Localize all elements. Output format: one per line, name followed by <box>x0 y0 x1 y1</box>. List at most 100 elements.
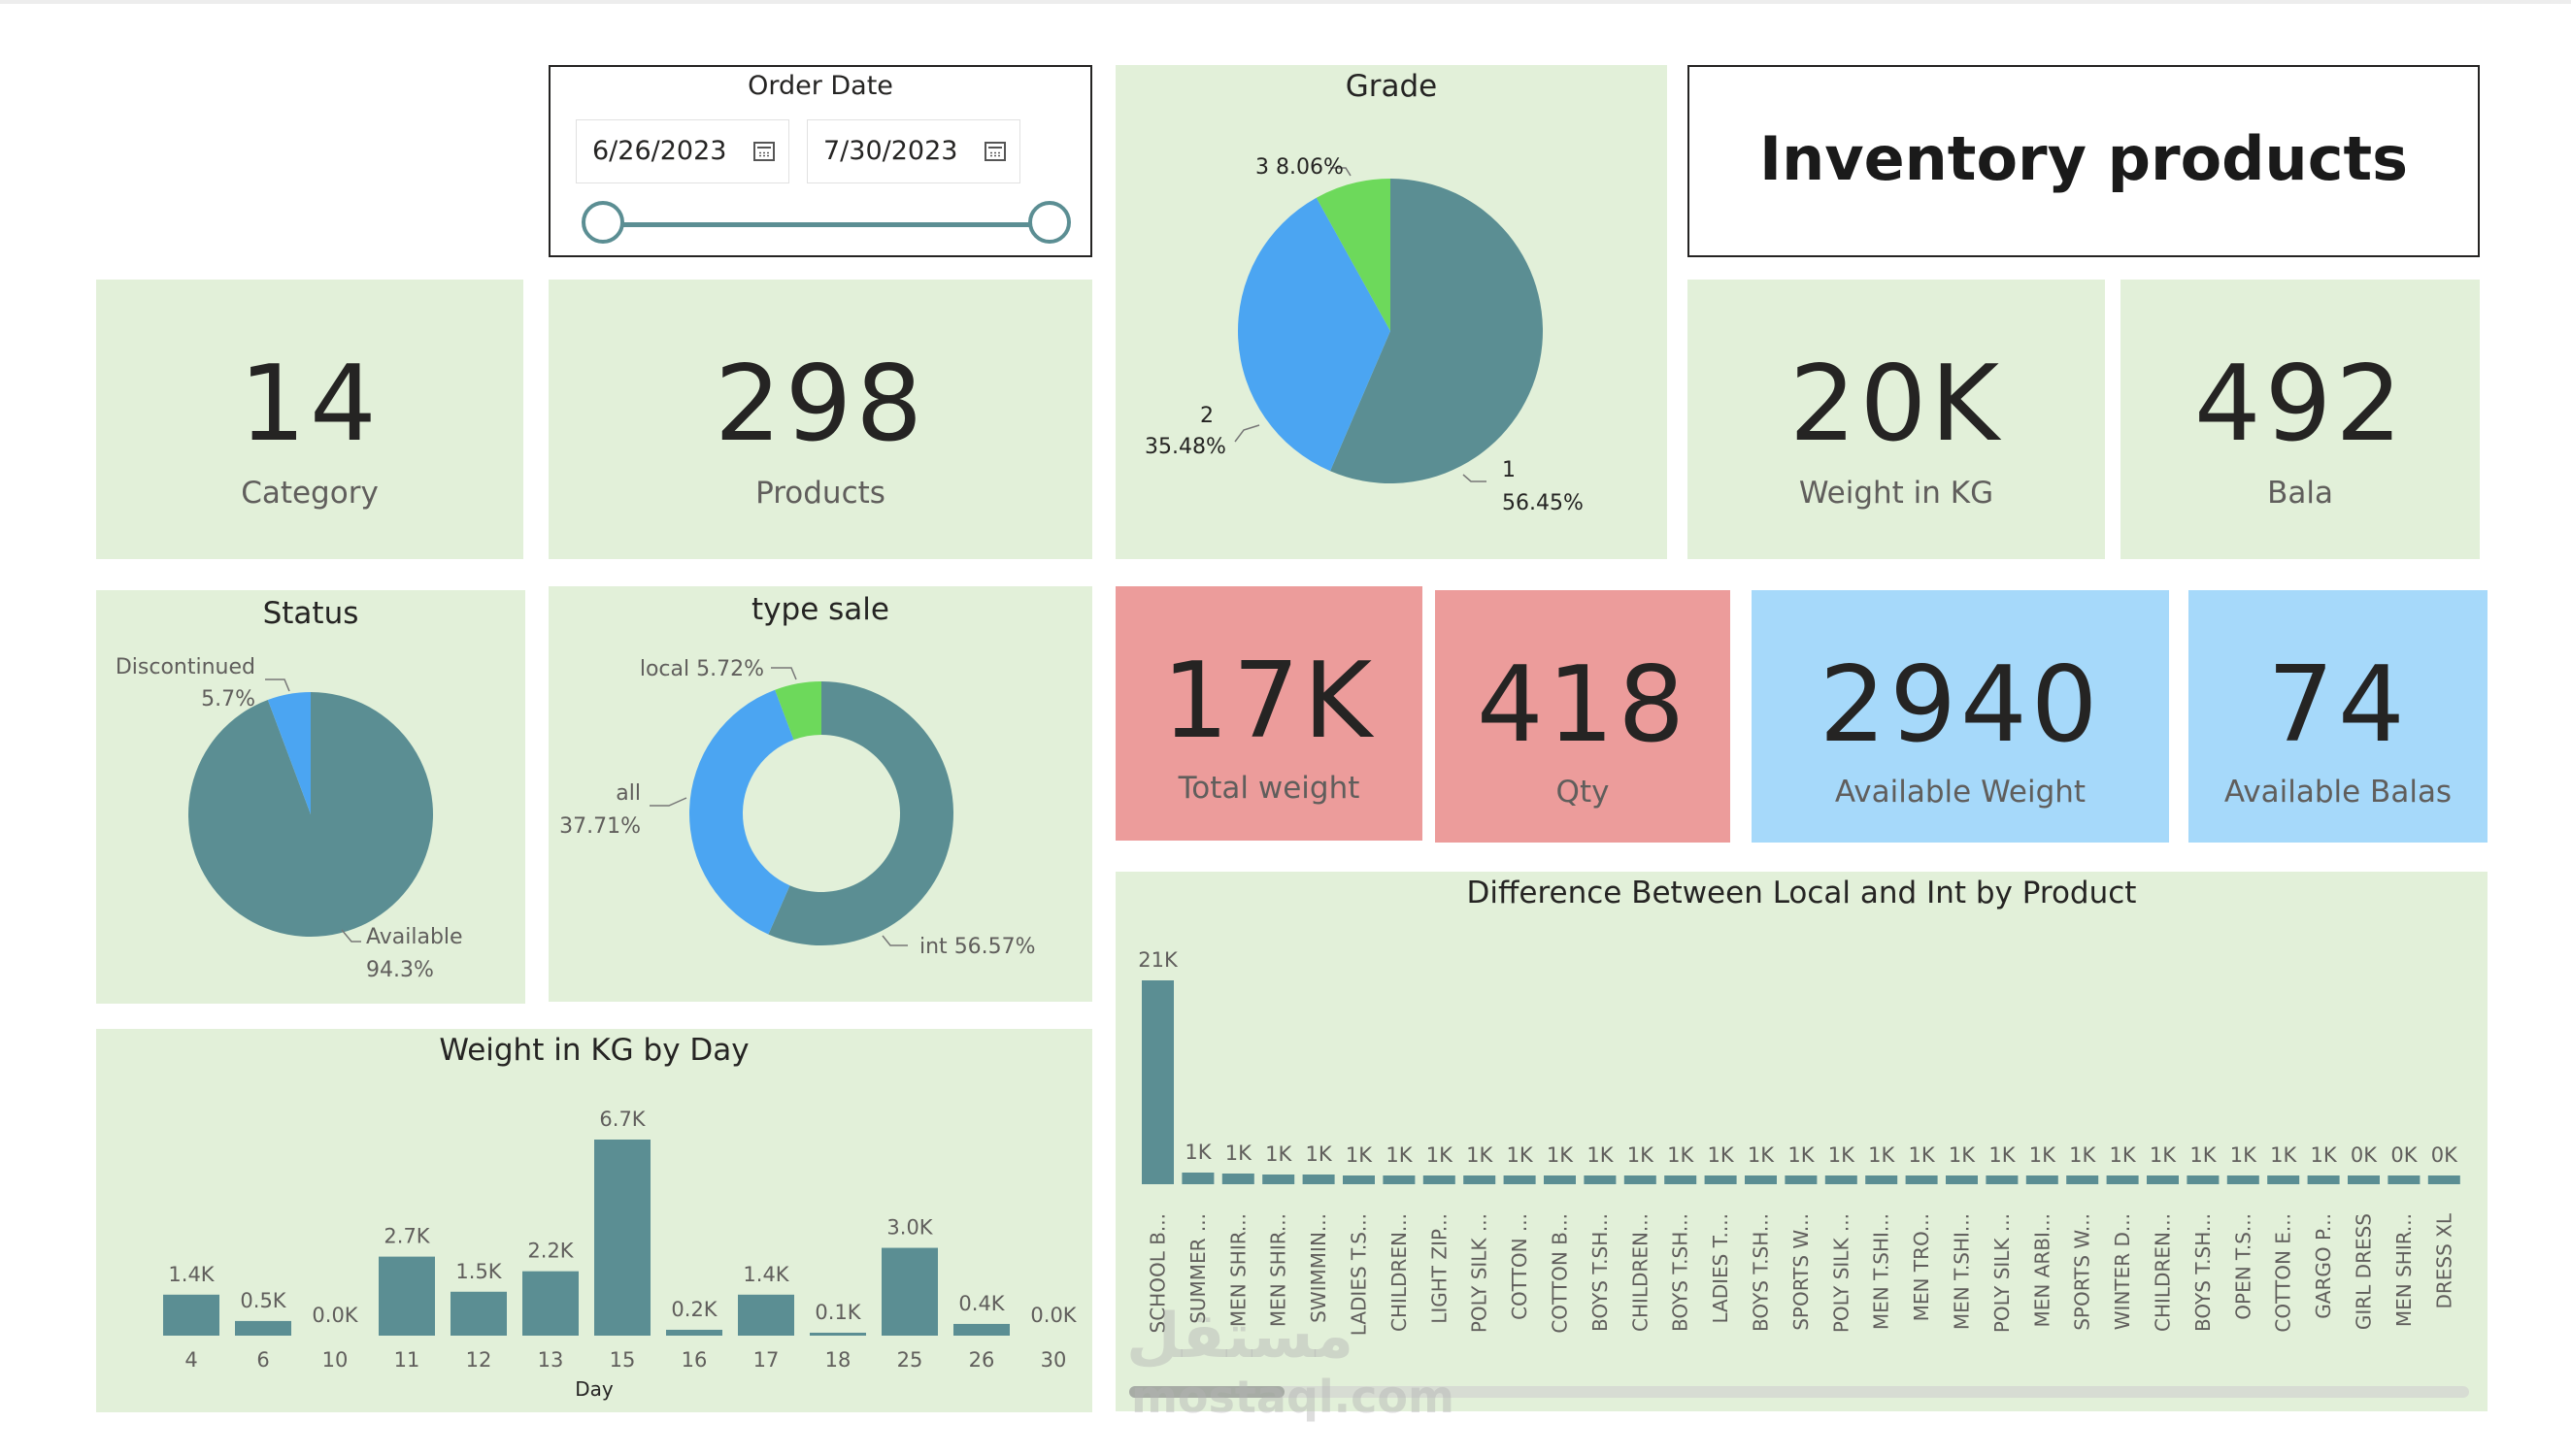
bar[interactable] <box>1905 1175 1938 1184</box>
bar[interactable] <box>666 1329 722 1336</box>
difference-local-int-visual: Difference Between Local and Int by Prod… <box>1116 872 2488 1411</box>
bar[interactable] <box>2106 1175 2139 1184</box>
x-tick-label: POLY SILK ... <box>1829 1213 1853 1333</box>
data-label: 1K <box>2150 1143 2177 1167</box>
bar[interactable] <box>1422 1175 1455 1184</box>
bar[interactable] <box>1262 1175 1295 1184</box>
bar[interactable] <box>1584 1175 1617 1184</box>
kpi-available-weight-card: 2940 Available Weight <box>1752 590 2169 843</box>
chart-title: Grade <box>1345 69 1438 104</box>
calendar-icon[interactable] <box>753 142 775 161</box>
bar[interactable] <box>738 1294 794 1336</box>
data-label: 1K <box>1828 1143 1855 1167</box>
bar[interactable] <box>2147 1175 2179 1184</box>
order-date-slicer: Order Date 6/26/2023 7/30/2023 <box>549 65 1092 257</box>
pie-slice-int[interactable] <box>768 681 953 945</box>
bar[interactable] <box>2307 1175 2340 1184</box>
kpi-label: Available Weight <box>1834 775 2087 810</box>
bar[interactable] <box>1986 1175 2019 1184</box>
bar[interactable] <box>2187 1175 2220 1184</box>
slice-label: 35.48% <box>1145 435 1226 459</box>
slice-name: 2 <box>1200 404 1214 428</box>
top-divider <box>0 0 2571 4</box>
start-date-value: 6/26/2023 <box>592 136 727 166</box>
bar[interactable] <box>1383 1175 1416 1184</box>
x-tick-label: CHILDREN... <box>1628 1213 1652 1332</box>
bar[interactable] <box>2066 1175 2099 1184</box>
data-label: 1K <box>1185 1141 1212 1164</box>
range-start-handle[interactable] <box>582 201 624 244</box>
pie-slice-3[interactable] <box>1316 179 1390 331</box>
bar[interactable] <box>235 1320 291 1336</box>
svg-text:int 56.57%: int 56.57% <box>919 935 1036 959</box>
bar[interactable] <box>810 1332 866 1336</box>
bar[interactable] <box>1785 1175 1818 1184</box>
svg-text:local 5.72%: local 5.72% <box>640 657 764 681</box>
x-tick-label: LIGHT ZIP... <box>1427 1213 1451 1324</box>
pie-slice-1[interactable] <box>1330 179 1543 483</box>
bar[interactable] <box>1343 1175 1375 1184</box>
bar[interactable] <box>1865 1175 1898 1184</box>
x-tick-label: 6 <box>256 1348 269 1372</box>
bar[interactable] <box>953 1323 1010 1336</box>
pie-slice-discontinued[interactable] <box>267 692 311 814</box>
range-end-handle[interactable] <box>1028 201 1071 244</box>
bar[interactable] <box>594 1140 651 1336</box>
bar[interactable] <box>882 1247 938 1336</box>
pie-slice-local[interactable] <box>775 681 821 741</box>
data-label: 1K <box>1586 1143 1614 1167</box>
start-date-input[interactable]: 6/26/2023 <box>576 119 789 183</box>
x-tick-label: DRESS XL <box>2432 1212 2455 1308</box>
bar[interactable] <box>1463 1175 1496 1184</box>
pie-slice-2[interactable] <box>1238 197 1390 472</box>
pie-slice-available[interactable] <box>188 692 434 937</box>
x-tick-label: MEN SHIR... <box>1226 1213 1250 1327</box>
end-date-input[interactable]: 7/30/2023 <box>807 119 1020 183</box>
watermark-site: mostaql.com <box>1131 1371 1454 1423</box>
bar[interactable] <box>451 1291 507 1336</box>
status-pie-chart: Discontinued 5.7% Available 94.3% <box>116 655 463 982</box>
bar[interactable] <box>1623 1175 1656 1184</box>
kpi-category-card: 14 Category <box>96 280 523 559</box>
x-tick-label: BOYS T.SH... <box>1750 1213 1773 1332</box>
x-tick-label: 10 <box>322 1348 349 1372</box>
bar[interactable] <box>1544 1175 1576 1184</box>
scrollbar-thumb[interactable] <box>1129 1386 1285 1398</box>
bar[interactable] <box>1142 980 1174 1184</box>
bar[interactable] <box>522 1271 579 1336</box>
chart-title: type sale <box>751 592 889 627</box>
data-label: 0K <box>2431 1143 2458 1167</box>
bar[interactable] <box>2025 1175 2058 1184</box>
calendar-icon[interactable] <box>985 142 1006 161</box>
horizontal-scrollbar[interactable] <box>1129 1386 2469 1398</box>
bar[interactable] <box>2267 1175 2300 1184</box>
x-tick-label: MEN SHIR... <box>1267 1213 1290 1327</box>
pie-slice-all[interactable] <box>689 689 794 935</box>
x-tick-label: LADIES T.S... <box>1348 1213 1371 1336</box>
bar[interactable] <box>2387 1175 2421 1184</box>
bar[interactable] <box>1302 1175 1335 1184</box>
bar[interactable] <box>1704 1175 1737 1184</box>
bar[interactable] <box>1824 1175 1857 1184</box>
grade-pie-chart: 3 8.06% 2 35.48% 1 56.45% <box>1145 155 1584 515</box>
x-tick-label: COTTON ... <box>1508 1213 1531 1320</box>
bar[interactable] <box>379 1256 435 1336</box>
bar[interactable] <box>163 1294 219 1336</box>
slicer-title: Order Date <box>748 71 893 101</box>
x-tick-label: SCHOOL B... <box>1147 1213 1170 1333</box>
bar[interactable] <box>1745 1175 1777 1184</box>
x-tick-label: CHILDREN... <box>2152 1213 2175 1332</box>
bar[interactable] <box>1664 1175 1697 1184</box>
data-label: 1K <box>1386 1143 1413 1167</box>
x-tick-label: SPORTS W... <box>2071 1213 2094 1331</box>
bar[interactable] <box>1182 1173 1215 1184</box>
bar[interactable] <box>1221 1174 1254 1184</box>
bar[interactable] <box>1946 1175 1978 1184</box>
data-label: 1K <box>1868 1143 1895 1167</box>
kpi-label: Available Balas <box>2223 775 2453 810</box>
bar[interactable] <box>2348 1175 2380 1184</box>
bar[interactable] <box>2427 1175 2460 1184</box>
bar[interactable] <box>2226 1175 2259 1184</box>
bar[interactable] <box>1503 1175 1536 1184</box>
kpi-value: 298 <box>714 344 927 465</box>
